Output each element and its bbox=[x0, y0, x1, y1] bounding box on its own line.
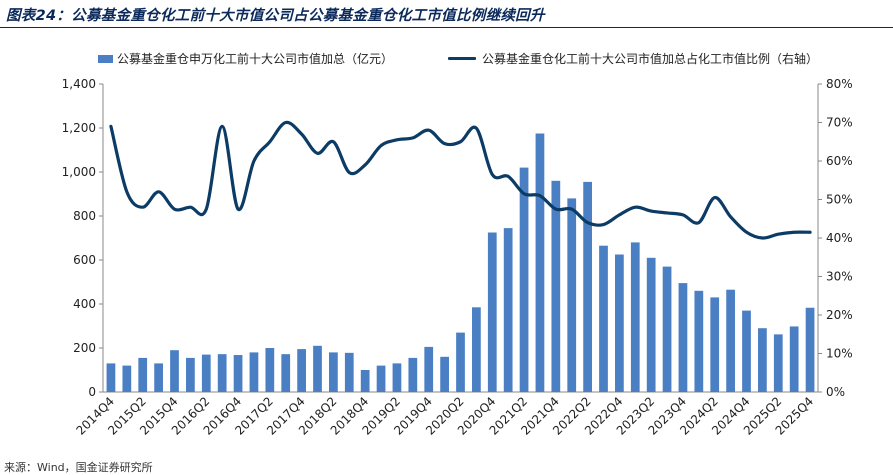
left-tick-label: 800 bbox=[73, 209, 96, 223]
right-tick-label: 30% bbox=[826, 270, 853, 284]
bar-2019Q1 bbox=[376, 365, 386, 392]
left-tick-label: 400 bbox=[73, 297, 96, 311]
bar-2014Q4 bbox=[106, 363, 116, 392]
bar-2017Q4 bbox=[297, 349, 306, 392]
bar-2021Q1 bbox=[503, 228, 513, 392]
legend-bar-swatch bbox=[98, 54, 113, 63]
bar-2018Q2 bbox=[329, 352, 338, 392]
right-tick-label: 50% bbox=[826, 193, 853, 207]
left-tick-label: 200 bbox=[73, 341, 96, 355]
bar-2024Q1 bbox=[694, 290, 704, 392]
bar-2024Q4 bbox=[742, 310, 751, 392]
left-tick-label: 600 bbox=[73, 253, 96, 267]
bar-2015Q2 bbox=[138, 357, 148, 392]
right-tick-label: 60% bbox=[826, 154, 853, 168]
bar-2025Q3 bbox=[789, 326, 799, 392]
left-tick-label: 1,200 bbox=[62, 121, 96, 135]
bar-2015Q3 bbox=[154, 363, 163, 392]
bar-2019Q4 bbox=[424, 346, 434, 392]
bar-2021Q4 bbox=[551, 180, 561, 392]
source-note: 来源：Wind，国金证券研究所 bbox=[4, 461, 153, 474]
bar-2020Q4 bbox=[487, 232, 497, 392]
bar-2023Q1 bbox=[630, 242, 640, 392]
right-tick-label: 70% bbox=[826, 116, 853, 130]
bar-2023Q3 bbox=[662, 266, 672, 392]
bar-2019Q3 bbox=[408, 357, 418, 392]
legend-item-line: 公募基金重仓化工前十大公司市值加总占化工市值比例（右轴） bbox=[448, 50, 818, 67]
left-tick-label: 0 bbox=[88, 385, 96, 399]
bar-2023Q2 bbox=[646, 257, 656, 392]
ratio-line-series bbox=[109, 120, 812, 240]
bar-2017Q3 bbox=[281, 354, 291, 392]
right-tick-label: 80% bbox=[826, 77, 853, 91]
bar-2015Q4 bbox=[170, 350, 179, 392]
bar-2015Q1 bbox=[122, 365, 132, 392]
right-tick-label: 20% bbox=[826, 308, 853, 322]
bar-2017Q2 bbox=[265, 348, 275, 392]
bar-2024Q3 bbox=[726, 289, 735, 392]
bar-2016Q2 bbox=[201, 354, 211, 392]
bar-2018Q4 bbox=[360, 370, 370, 392]
bar-2022Q3 bbox=[599, 245, 608, 392]
legend-line-label: 公募基金重仓化工前十大公司市值加总占化工市值比例（右轴） bbox=[482, 52, 819, 66]
bar-2020Q3 bbox=[472, 307, 481, 392]
bar-2022Q2 bbox=[583, 181, 592, 392]
chart-legend: 公募基金重仓申万化工前十大公司市值加总（亿元） 公募基金重仓化工前十大公司市值加… bbox=[0, 50, 893, 68]
bar-2025Q2 bbox=[773, 334, 783, 392]
bar-2016Q4 bbox=[233, 355, 243, 392]
bar-2020Q1 bbox=[440, 356, 449, 392]
legend-line-swatch bbox=[448, 57, 476, 60]
bar-2017Q1 bbox=[249, 352, 259, 392]
figure-title: 图表24：公募基金重仓化工前十大市值公司占公募基金重仓化工市值比例继续回升 bbox=[6, 8, 545, 24]
bar-2019Q2 bbox=[392, 363, 402, 392]
title-rule bbox=[0, 27, 893, 28]
bar-2022Q1 bbox=[567, 198, 577, 392]
legend-bar-label: 公募基金重仓申万化工前十大公司市值加总（亿元） bbox=[117, 52, 394, 66]
bar-2016Q3 bbox=[217, 354, 227, 392]
right-tick-label: 0% bbox=[826, 385, 845, 399]
right-tick-label: 10% bbox=[826, 347, 853, 361]
bar-2022Q4 bbox=[615, 254, 624, 392]
bar-2025Q1 bbox=[758, 328, 767, 392]
bar-2018Q3 bbox=[344, 352, 354, 392]
bar-2016Q1 bbox=[186, 357, 195, 392]
bar-2021Q3 bbox=[535, 133, 545, 392]
legend-item-bar: 公募基金重仓申万化工前十大公司市值加总（亿元） bbox=[98, 50, 393, 67]
right-tick-label: 40% bbox=[826, 231, 853, 245]
bar-2018Q1 bbox=[313, 345, 322, 392]
bar-2021Q2 bbox=[519, 167, 529, 392]
left-tick-label: 1,000 bbox=[62, 165, 96, 179]
bar-2025Q4 bbox=[805, 307, 815, 392]
bar-2020Q2 bbox=[456, 332, 465, 392]
bar-2023Q4 bbox=[678, 283, 688, 392]
left-tick-label: 1,400 bbox=[62, 77, 96, 91]
bar-2024Q2 bbox=[710, 297, 720, 392]
